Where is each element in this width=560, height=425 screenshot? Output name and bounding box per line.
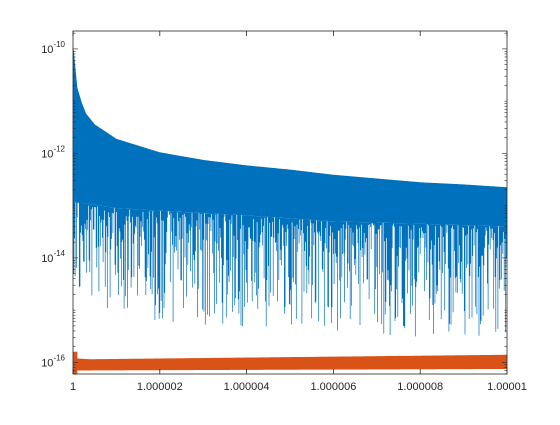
series-2-start-spike [73, 351, 78, 374]
y-tick-exponent: -12 [53, 144, 65, 153]
series-1 [73, 42, 507, 337]
y-tick-base: 10 [41, 253, 53, 265]
axes-box [72, 30, 508, 375]
y-tick-label: 10-12 [41, 144, 65, 160]
y-tick-label: 10-10 [41, 40, 65, 56]
series-layer [73, 42, 507, 374]
series-1-spikes [73, 201, 507, 337]
series-2-band [73, 354, 507, 371]
series-1-core [73, 42, 507, 227]
x-tick-label: 1 [70, 381, 76, 393]
series-2 [73, 351, 507, 374]
y-tick-base: 10 [41, 148, 53, 160]
x-tick-label: 1.000006 [310, 381, 356, 393]
x-tick-label: 1.00001 [487, 381, 527, 393]
y-tick-base: 10 [41, 357, 53, 369]
x-tick-label: 1.000002 [137, 381, 183, 393]
y-tick-base: 10 [41, 44, 53, 56]
y-tick-label: 10-16 [41, 353, 65, 369]
x-tick-label: 1.000008 [397, 381, 443, 393]
y-tick-exponent: -16 [53, 353, 65, 362]
x-axis: 1 1.000002 1.000004 1.000006 1.000008 1.00001 [70, 31, 527, 393]
y-tick-exponent: -14 [53, 249, 65, 258]
x-tick-label: 1.000004 [224, 381, 270, 393]
y-tick-exponent: -10 [53, 40, 65, 49]
y-tick-label: 10-14 [41, 249, 65, 265]
